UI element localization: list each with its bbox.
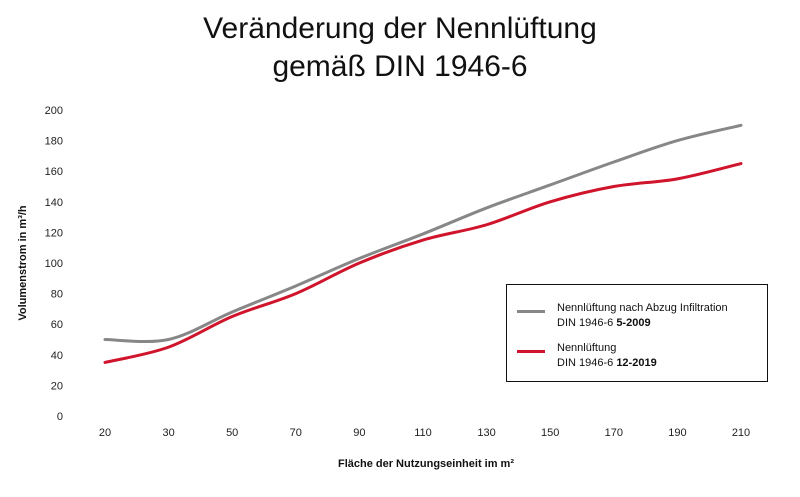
- x-tick-label: 150: [541, 427, 559, 439]
- x-tick-label: 90: [353, 427, 365, 439]
- x-tick-label: 110: [414, 427, 432, 439]
- x-tick-label: 20: [99, 427, 111, 439]
- legend-label-series-2: Nennlüftung DIN 1946-6 12-2019: [557, 342, 657, 369]
- y-tick-label: 0: [57, 411, 63, 423]
- y-tick-label: 60: [51, 319, 63, 331]
- legend-label-series-1: Nennlüftung nach Abzug Infiltration DIN …: [557, 302, 728, 329]
- x-tick-label: 70: [290, 427, 302, 439]
- y-tick-label: 120: [45, 227, 63, 239]
- legend-item-series-1: Nennlüftung nach Abzug Infiltration DIN …: [517, 301, 728, 331]
- chart-title-line1: Veränderung der Nennlüftung: [203, 12, 597, 45]
- x-tick-label: 130: [477, 427, 495, 439]
- y-tick-label: 20: [51, 380, 63, 392]
- y-tick-label: 100: [45, 258, 63, 270]
- y-axis-label: Volumenstrom in m³/h: [17, 205, 29, 321]
- series-lines: [103, 123, 743, 364]
- x-tick-label: 210: [732, 427, 750, 439]
- y-tick-label: 140: [45, 197, 63, 209]
- chart-legend: Nennlüftung nach Abzug Infiltration DIN …: [506, 284, 768, 382]
- legend-item-series-2: Nennlüftung DIN 1946-6 12-2019: [517, 341, 657, 371]
- legend-swatch-series-1: [517, 310, 545, 313]
- y-tick-label: 80: [51, 289, 63, 301]
- legend-swatch-series-2: [517, 350, 545, 353]
- chart-title-line2: gemäß DIN 1946-6: [272, 50, 528, 83]
- y-axis-ticks: 0 20 40 60 80 100 120 140 160 180 200: [45, 105, 63, 423]
- series-line-2: [103, 162, 743, 364]
- x-axis-label: Fläche der Nutzungseinheit im m²: [338, 458, 514, 470]
- x-tick-label: 190: [668, 427, 686, 439]
- y-tick-label: 160: [45, 166, 63, 178]
- x-tick-label: 170: [605, 427, 623, 439]
- series-line-1: [103, 123, 743, 344]
- x-tick-label: 30: [162, 427, 174, 439]
- x-tick-label: 50: [226, 427, 238, 439]
- y-tick-label: 200: [45, 105, 63, 117]
- y-tick-label: 180: [45, 136, 63, 148]
- y-tick-label: 40: [51, 350, 63, 362]
- x-axis-ticks: 20 30 50 70 90 110 130 150 170 190 210: [99, 427, 750, 439]
